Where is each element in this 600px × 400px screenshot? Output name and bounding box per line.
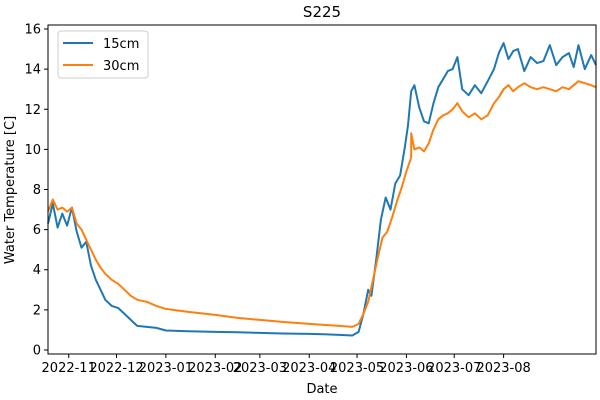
series-line-30cm bbox=[47, 80, 597, 328]
x-tick-label: 2023-05 bbox=[330, 361, 384, 376]
y-tick-label: 4 bbox=[33, 263, 41, 278]
y-tick-label: 16 bbox=[24, 23, 41, 38]
x-tick-label: 2023-06 bbox=[379, 361, 433, 376]
plot-area: 2022-112022-122023-012023-022023-032023-… bbox=[24, 23, 597, 376]
x-axis: 2022-112022-122023-012023-022023-032023-… bbox=[42, 354, 531, 376]
legend-label-30cm: 30cm bbox=[103, 59, 139, 74]
y-tick-label: 10 bbox=[24, 143, 41, 158]
x-tick-label: 2022-11 bbox=[42, 361, 96, 376]
x-tick-label: 2023-08 bbox=[476, 361, 530, 376]
x-tick-label: 2023-07 bbox=[427, 361, 481, 376]
x-tick-label: 2023-01 bbox=[139, 361, 193, 376]
series-line-15cm bbox=[47, 42, 597, 337]
legend-label-15cm: 15cm bbox=[103, 37, 139, 52]
y-axis-title: Water Temperature [C] bbox=[3, 116, 18, 264]
y-tick-label: 14 bbox=[24, 63, 41, 78]
x-tick-label: 2022-12 bbox=[89, 361, 143, 376]
y-tick-label: 6 bbox=[33, 223, 41, 238]
y-tick-label: 2 bbox=[33, 303, 41, 318]
legend: 15cm 30cm bbox=[57, 30, 149, 79]
x-tick-label: 2023-04 bbox=[282, 361, 336, 376]
y-tick-label: 8 bbox=[33, 183, 41, 198]
x-axis-title: Date bbox=[306, 382, 337, 397]
x-tick-label: 2023-03 bbox=[233, 361, 287, 376]
chart-title: S225 bbox=[303, 3, 341, 21]
series-layer bbox=[47, 42, 597, 337]
x-tick-label: 2023-02 bbox=[188, 361, 242, 376]
y-axis: 0 2 4 6 8 10 12 14 16 bbox=[24, 23, 48, 358]
y-tick-label: 12 bbox=[24, 103, 41, 118]
y-tick-label: 0 bbox=[33, 343, 41, 358]
